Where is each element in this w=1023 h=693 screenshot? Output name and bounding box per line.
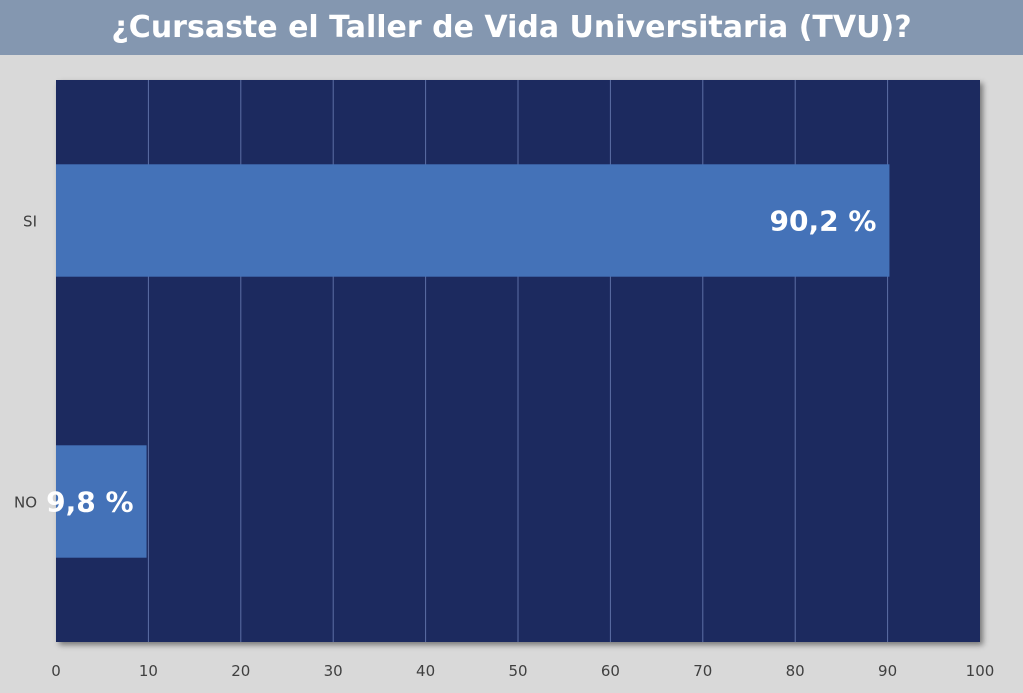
category-label-si: SI: [23, 213, 37, 231]
x-tick-label: 40: [416, 662, 435, 680]
x-tick-label: 50: [508, 662, 527, 680]
x-tick-label: 0: [51, 662, 61, 680]
x-tick-label: 20: [231, 662, 250, 680]
x-tick-label: 70: [693, 662, 712, 680]
bar-no: [56, 445, 147, 558]
category-axis: SI NO: [14, 213, 37, 512]
x-tick-label: 90: [878, 662, 897, 680]
x-tick-label: 10: [139, 662, 158, 680]
bar-si: [56, 164, 890, 277]
x-tick-label: 60: [601, 662, 620, 680]
title-bar: ¿Cursaste el Taller de Vida Universitari…: [0, 0, 1023, 55]
data-label-si: 90,2 %: [770, 205, 877, 238]
data-labels: 90,2 % 9,8 %: [46, 205, 876, 519]
bars: [56, 164, 890, 558]
data-label-no: 9,8 %: [46, 486, 133, 519]
category-label-no: NO: [14, 494, 37, 512]
x-tick-label: 80: [786, 662, 805, 680]
x-tick-label: 30: [324, 662, 343, 680]
chart-title: ¿Cursaste el Taller de Vida Universitari…: [111, 10, 912, 45]
x-tick-label: 100: [966, 662, 995, 680]
value-axis: 0 10 20 30 40 50 60 70 80 90 100: [51, 662, 994, 680]
